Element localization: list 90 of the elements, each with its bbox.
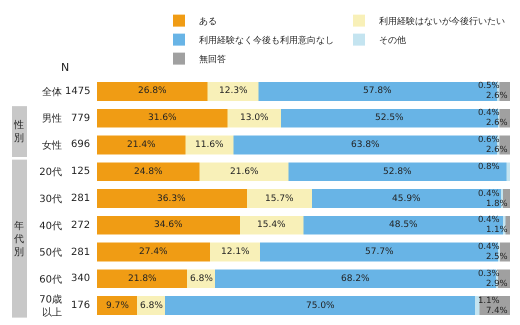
text: N xyxy=(61,61,70,74)
bar xyxy=(97,216,240,235)
bar xyxy=(97,189,247,208)
bar xyxy=(97,296,138,315)
text: 176 xyxy=(71,300,90,311)
data-label: 1.8% xyxy=(486,199,508,209)
data-label: 21.8% xyxy=(128,274,158,284)
text: 125 xyxy=(71,166,90,177)
bar xyxy=(185,136,234,154)
data-label: 36.3% xyxy=(157,194,186,204)
data-label: 34.6% xyxy=(154,220,184,230)
data-label: 15.7% xyxy=(265,194,294,204)
bar xyxy=(97,269,188,288)
y-tick-label: 40代 xyxy=(39,220,62,232)
data-label: 21.6% xyxy=(230,167,260,177)
data-label: 57.8% xyxy=(363,86,392,96)
data-label: 27.4% xyxy=(139,247,168,257)
y-tick-label: 全体 xyxy=(42,86,62,98)
data-label: 12.3% xyxy=(219,86,248,96)
data-label: 52.8% xyxy=(383,167,412,177)
text: 272 xyxy=(71,220,90,231)
bar xyxy=(505,216,510,235)
data-label: 0.6% xyxy=(478,135,500,145)
bar xyxy=(97,162,200,182)
data-label: 2.6% xyxy=(486,91,508,101)
bar xyxy=(240,216,304,235)
data-label: 6.8% xyxy=(140,301,164,311)
bar xyxy=(97,108,228,128)
legend-label: ある xyxy=(199,17,217,28)
bar xyxy=(208,82,258,101)
data-label: 0.4% xyxy=(478,108,500,118)
legend-label: 利用経験はないが今後行いたい xyxy=(379,16,505,28)
text: 年代別 xyxy=(13,220,24,258)
data-label: 0.8% xyxy=(478,162,500,172)
data-label: 0.4% xyxy=(478,215,500,225)
data-label: 31.6% xyxy=(148,113,178,123)
bar xyxy=(97,82,208,101)
data-label: 6.8% xyxy=(190,274,214,284)
text: 340 xyxy=(71,273,90,284)
data-label: 26.8% xyxy=(138,86,168,96)
legend-label: その他 xyxy=(379,35,406,46)
data-label: 2.5% xyxy=(486,252,508,262)
bar xyxy=(165,296,475,315)
data-label: 2.6% xyxy=(486,118,508,128)
bar xyxy=(97,242,210,262)
bar xyxy=(506,162,510,182)
y-tick-label: 20代 xyxy=(39,167,62,178)
text: 1475 xyxy=(65,86,90,97)
text: 281 xyxy=(71,193,90,204)
data-label: 15.4% xyxy=(257,220,286,230)
bar xyxy=(474,296,480,315)
bar xyxy=(210,242,260,262)
data-label: 13.0% xyxy=(240,113,270,123)
text: 779 xyxy=(71,113,90,124)
data-label: 2.9% xyxy=(486,279,508,289)
bar xyxy=(246,189,312,208)
bar xyxy=(199,162,289,182)
y-tick-label: 30代 xyxy=(39,194,62,205)
data-label: 57.7% xyxy=(365,247,394,257)
data-label: 0.4% xyxy=(478,242,500,252)
data-label: 24.8% xyxy=(134,167,164,177)
bar xyxy=(288,162,507,182)
text: 性別 xyxy=(13,119,24,144)
data-label: 75.0% xyxy=(306,301,336,311)
bar xyxy=(228,108,282,128)
data-label: 48.5% xyxy=(389,220,418,230)
data-label: 45.9% xyxy=(392,194,422,204)
data-label: 2.6% xyxy=(486,145,508,155)
legend-label: 無回答 xyxy=(199,54,226,66)
bar xyxy=(97,136,186,154)
data-label: 1.1% xyxy=(486,225,508,235)
y-tick-label: 男性 xyxy=(42,112,62,125)
y-tick-label: 50代 xyxy=(39,248,62,259)
data-label: 12.1% xyxy=(221,247,250,257)
data-label: 7.4% xyxy=(486,306,508,316)
data-label: 0.5% xyxy=(478,81,500,91)
y-tick-label: 60代 xyxy=(39,274,62,286)
data-label: 21.4% xyxy=(127,140,156,150)
data-label: 0.3% xyxy=(478,269,500,279)
text: 696 xyxy=(71,139,90,150)
data-label: 63.8% xyxy=(351,140,380,150)
data-label: 0.4% xyxy=(478,189,500,199)
y-tick-label: 女性 xyxy=(42,139,62,152)
data-label: 52.5% xyxy=(375,113,404,123)
legend-label: 利用経験なく今後も利用意向なし xyxy=(199,35,334,46)
y-tick-label: 70歳以上 xyxy=(39,294,62,319)
text: 281 xyxy=(71,247,90,258)
data-label: 11.6% xyxy=(195,140,224,150)
data-label: 9.7% xyxy=(106,301,130,311)
data-label: 68.2% xyxy=(341,274,370,284)
